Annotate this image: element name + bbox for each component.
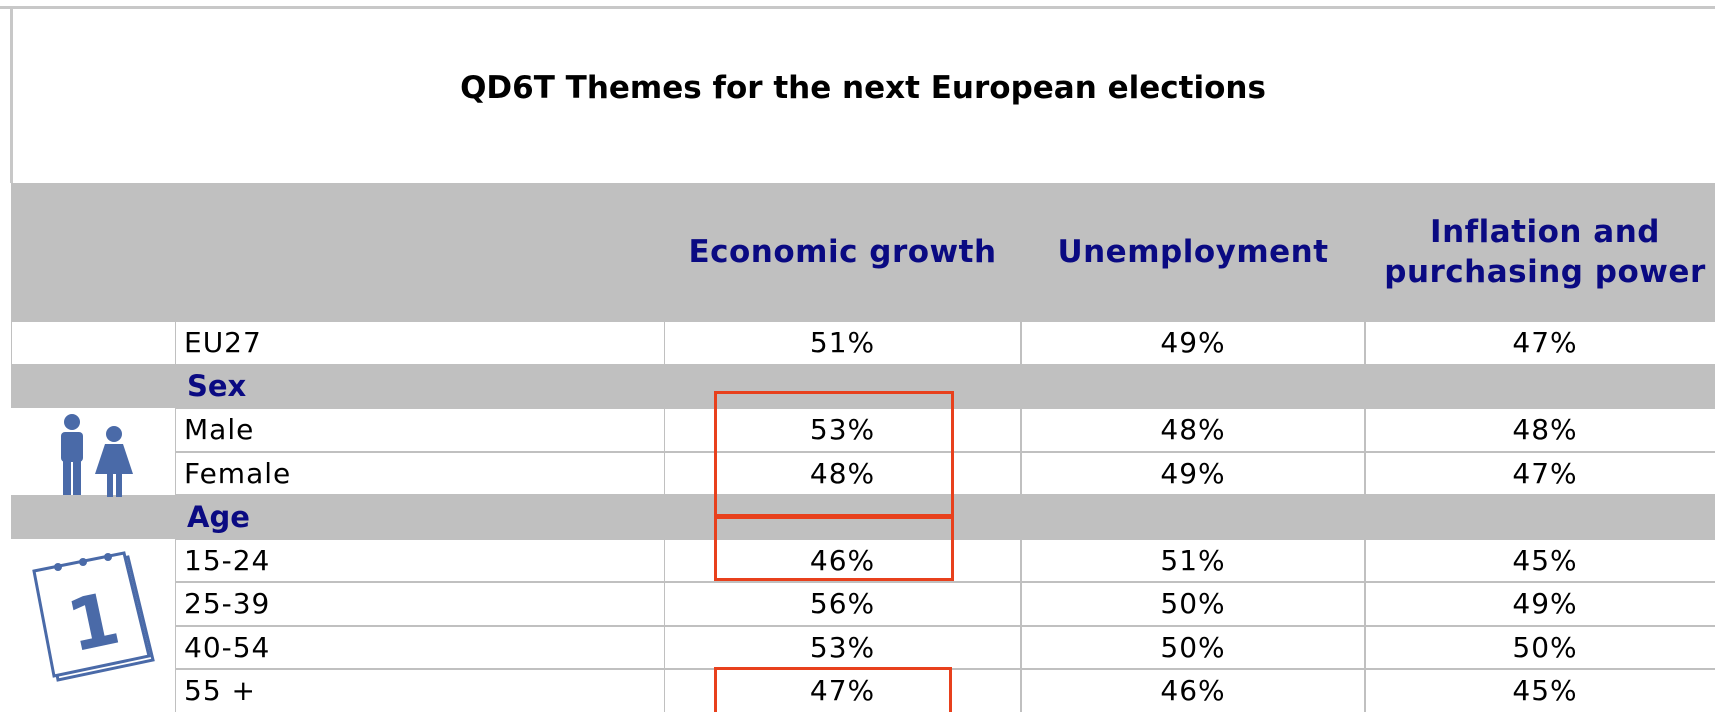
left-border: [10, 6, 13, 183]
column-header: Inflation and purchasing power: [1384, 213, 1706, 290]
icon-cell: [11, 321, 176, 365]
value-cell: 53%: [664, 408, 1021, 452]
value-cell: 50%: [1365, 625, 1715, 669]
sex-icon: [61, 414, 133, 497]
value-cell: 49%: [1021, 321, 1365, 365]
row-label: 40-54: [175, 625, 665, 669]
row-label: 55 +: [175, 669, 665, 712]
value-cell: 48%: [1365, 408, 1715, 452]
row-label: 15-24: [175, 538, 665, 582]
value-cell: 46%: [664, 538, 1021, 582]
row-label: EU27: [175, 321, 665, 365]
value-cell: 45%: [1365, 538, 1715, 582]
value-cell: 50%: [1021, 625, 1365, 669]
value-cell: 56%: [664, 582, 1021, 626]
row-label: Male: [175, 408, 665, 452]
highlight-box: [714, 516, 954, 581]
column-header: Economic growth: [688, 233, 997, 270]
value-cell: 48%: [664, 451, 1021, 495]
value-cell: 47%: [1365, 451, 1715, 495]
value-cell: 53%: [664, 625, 1021, 669]
value-cell: 51%: [1021, 538, 1365, 582]
value-cell: 49%: [1021, 451, 1365, 495]
row-label: 25-39: [175, 582, 665, 626]
value-cell: 47%: [1365, 321, 1715, 365]
row-label: Female: [175, 451, 665, 495]
value-cell: 46%: [1021, 669, 1365, 712]
age-icon: 1: [32, 551, 155, 682]
value-cell: 48%: [1021, 408, 1365, 452]
value-cell: 45%: [1365, 669, 1715, 712]
value-cell: 49%: [1365, 582, 1715, 626]
title: QD6T Themes for the next European electi…: [460, 70, 1266, 106]
highlight-box: [714, 667, 952, 712]
value-cell: 51%: [664, 321, 1021, 365]
top-border: [0, 6, 1715, 9]
column-header: Unemployment: [1057, 233, 1329, 270]
value-cell: 50%: [1021, 582, 1365, 626]
group-header: Sex: [11, 364, 1715, 408]
highlight-box: [714, 391, 954, 517]
header-band: [11, 183, 1715, 321]
